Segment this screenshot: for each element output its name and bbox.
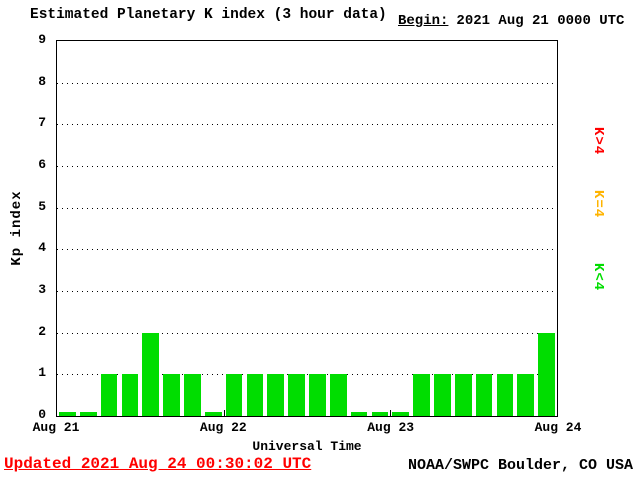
kp-bar (350, 412, 368, 416)
gridline (57, 374, 557, 376)
kp-bar (267, 374, 285, 416)
kp-bar (371, 412, 389, 416)
x-tick-label: Aug 21 (32, 420, 80, 435)
kp-bar (517, 374, 535, 416)
kp-bar (392, 412, 410, 416)
y-tick-label: 2 (38, 323, 46, 339)
kp-bar (475, 374, 493, 416)
x-tick-label: Aug 23 (367, 420, 415, 435)
kp-bar (204, 412, 222, 416)
kp-bar (454, 374, 472, 416)
y-tick-label: 1 (38, 365, 46, 381)
y-tick-label: 3 (38, 282, 46, 297)
begin-datetime: Begin: 2021 Aug 21 0000 UTC (398, 13, 624, 29)
plot-area (56, 40, 558, 417)
kp-bar (225, 374, 243, 416)
x-tick-label: Aug 22 (199, 420, 247, 435)
x-axis-title: Universal Time (252, 439, 362, 454)
y-tick-label: 6 (38, 157, 46, 172)
day-tick (223, 410, 225, 416)
kp-bar (79, 412, 97, 416)
legend-k-equal-4: K=4 (590, 190, 606, 219)
kp-bar (59, 412, 76, 416)
source-text: NOAA/SWPC Boulder, CO USA (408, 457, 634, 474)
kp-bar (246, 374, 264, 416)
kp-bar (184, 374, 201, 416)
gridline (57, 332, 557, 334)
y-tick-label: 0 (38, 407, 46, 422)
kp-bar (121, 374, 139, 416)
legend-k-above-4: K>4 (590, 127, 606, 156)
gridline (57, 124, 557, 126)
legend-k-below-4: K<4 (590, 263, 606, 292)
gridline (57, 249, 557, 251)
kp-bar (100, 374, 118, 416)
kp-bar (288, 374, 305, 416)
gridline (57, 207, 557, 209)
y-tick-label: 8 (38, 73, 46, 89)
y-tick-label: 9 (38, 32, 46, 47)
kp-bar (142, 332, 160, 416)
gridline (57, 82, 557, 84)
day-tick (390, 410, 392, 416)
y-tick-label: 4 (38, 240, 46, 256)
updated-text: Updated 2021 Aug 24 00:30:02 UTC (4, 455, 312, 473)
kp-bar (413, 374, 430, 416)
kp-bar (163, 374, 180, 416)
chart-title: Estimated Planetary K index (3 hour data… (30, 7, 387, 23)
x-tick-label: Aug 24 (534, 420, 582, 435)
kp-bar (329, 374, 347, 416)
gridline (57, 291, 557, 292)
begin-label: Begin: (398, 13, 449, 29)
begin-value: 2021 Aug 21 0000 UTC (456, 13, 625, 29)
kp-bar (496, 374, 514, 416)
kp-bar (309, 374, 326, 416)
y-tick-label: 5 (38, 198, 46, 214)
gridline (57, 166, 557, 167)
kp-bar (434, 374, 451, 416)
y-tick-label: 7 (38, 115, 46, 131)
kp-bar (538, 332, 555, 416)
